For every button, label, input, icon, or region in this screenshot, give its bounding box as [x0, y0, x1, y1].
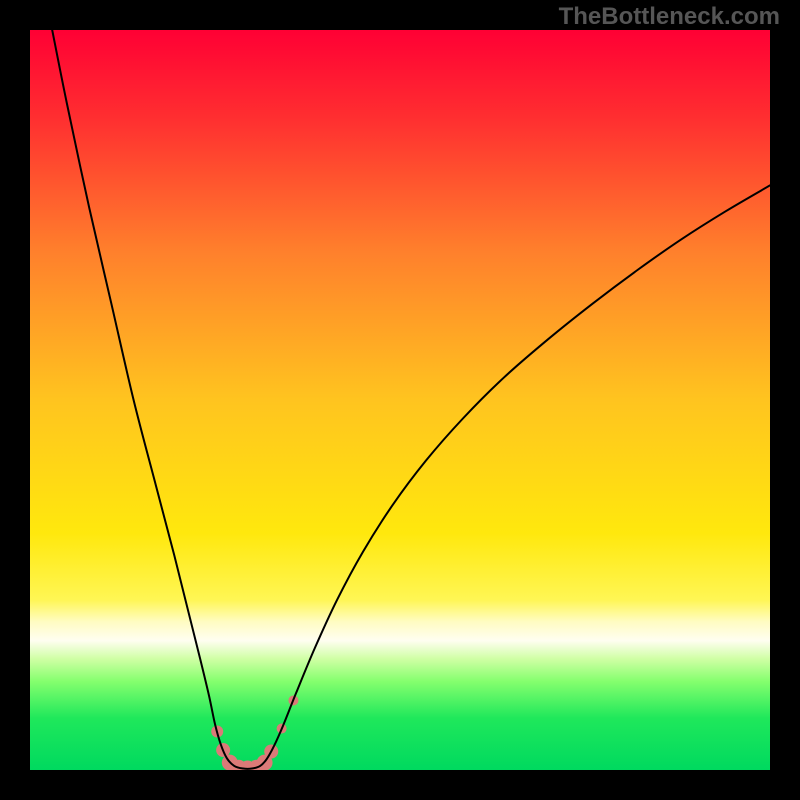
gradient-background — [30, 30, 770, 770]
plot-svg — [30, 30, 770, 770]
plot-area — [30, 30, 770, 770]
chart-frame: TheBottleneck.com — [0, 0, 800, 800]
watermark-text: TheBottleneck.com — [559, 3, 780, 31]
